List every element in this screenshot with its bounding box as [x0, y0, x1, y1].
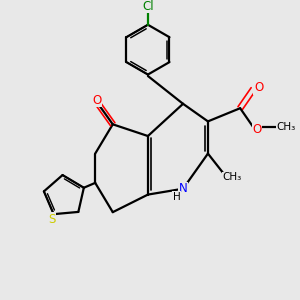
Text: N: N	[179, 182, 188, 195]
Text: CH₃: CH₃	[223, 172, 242, 182]
Text: H: H	[173, 192, 181, 202]
Text: CH₃: CH₃	[277, 122, 296, 132]
Text: O: O	[254, 81, 263, 94]
Text: Cl: Cl	[142, 0, 154, 13]
Text: O: O	[92, 94, 101, 107]
Text: O: O	[252, 123, 262, 136]
Text: S: S	[49, 213, 56, 226]
